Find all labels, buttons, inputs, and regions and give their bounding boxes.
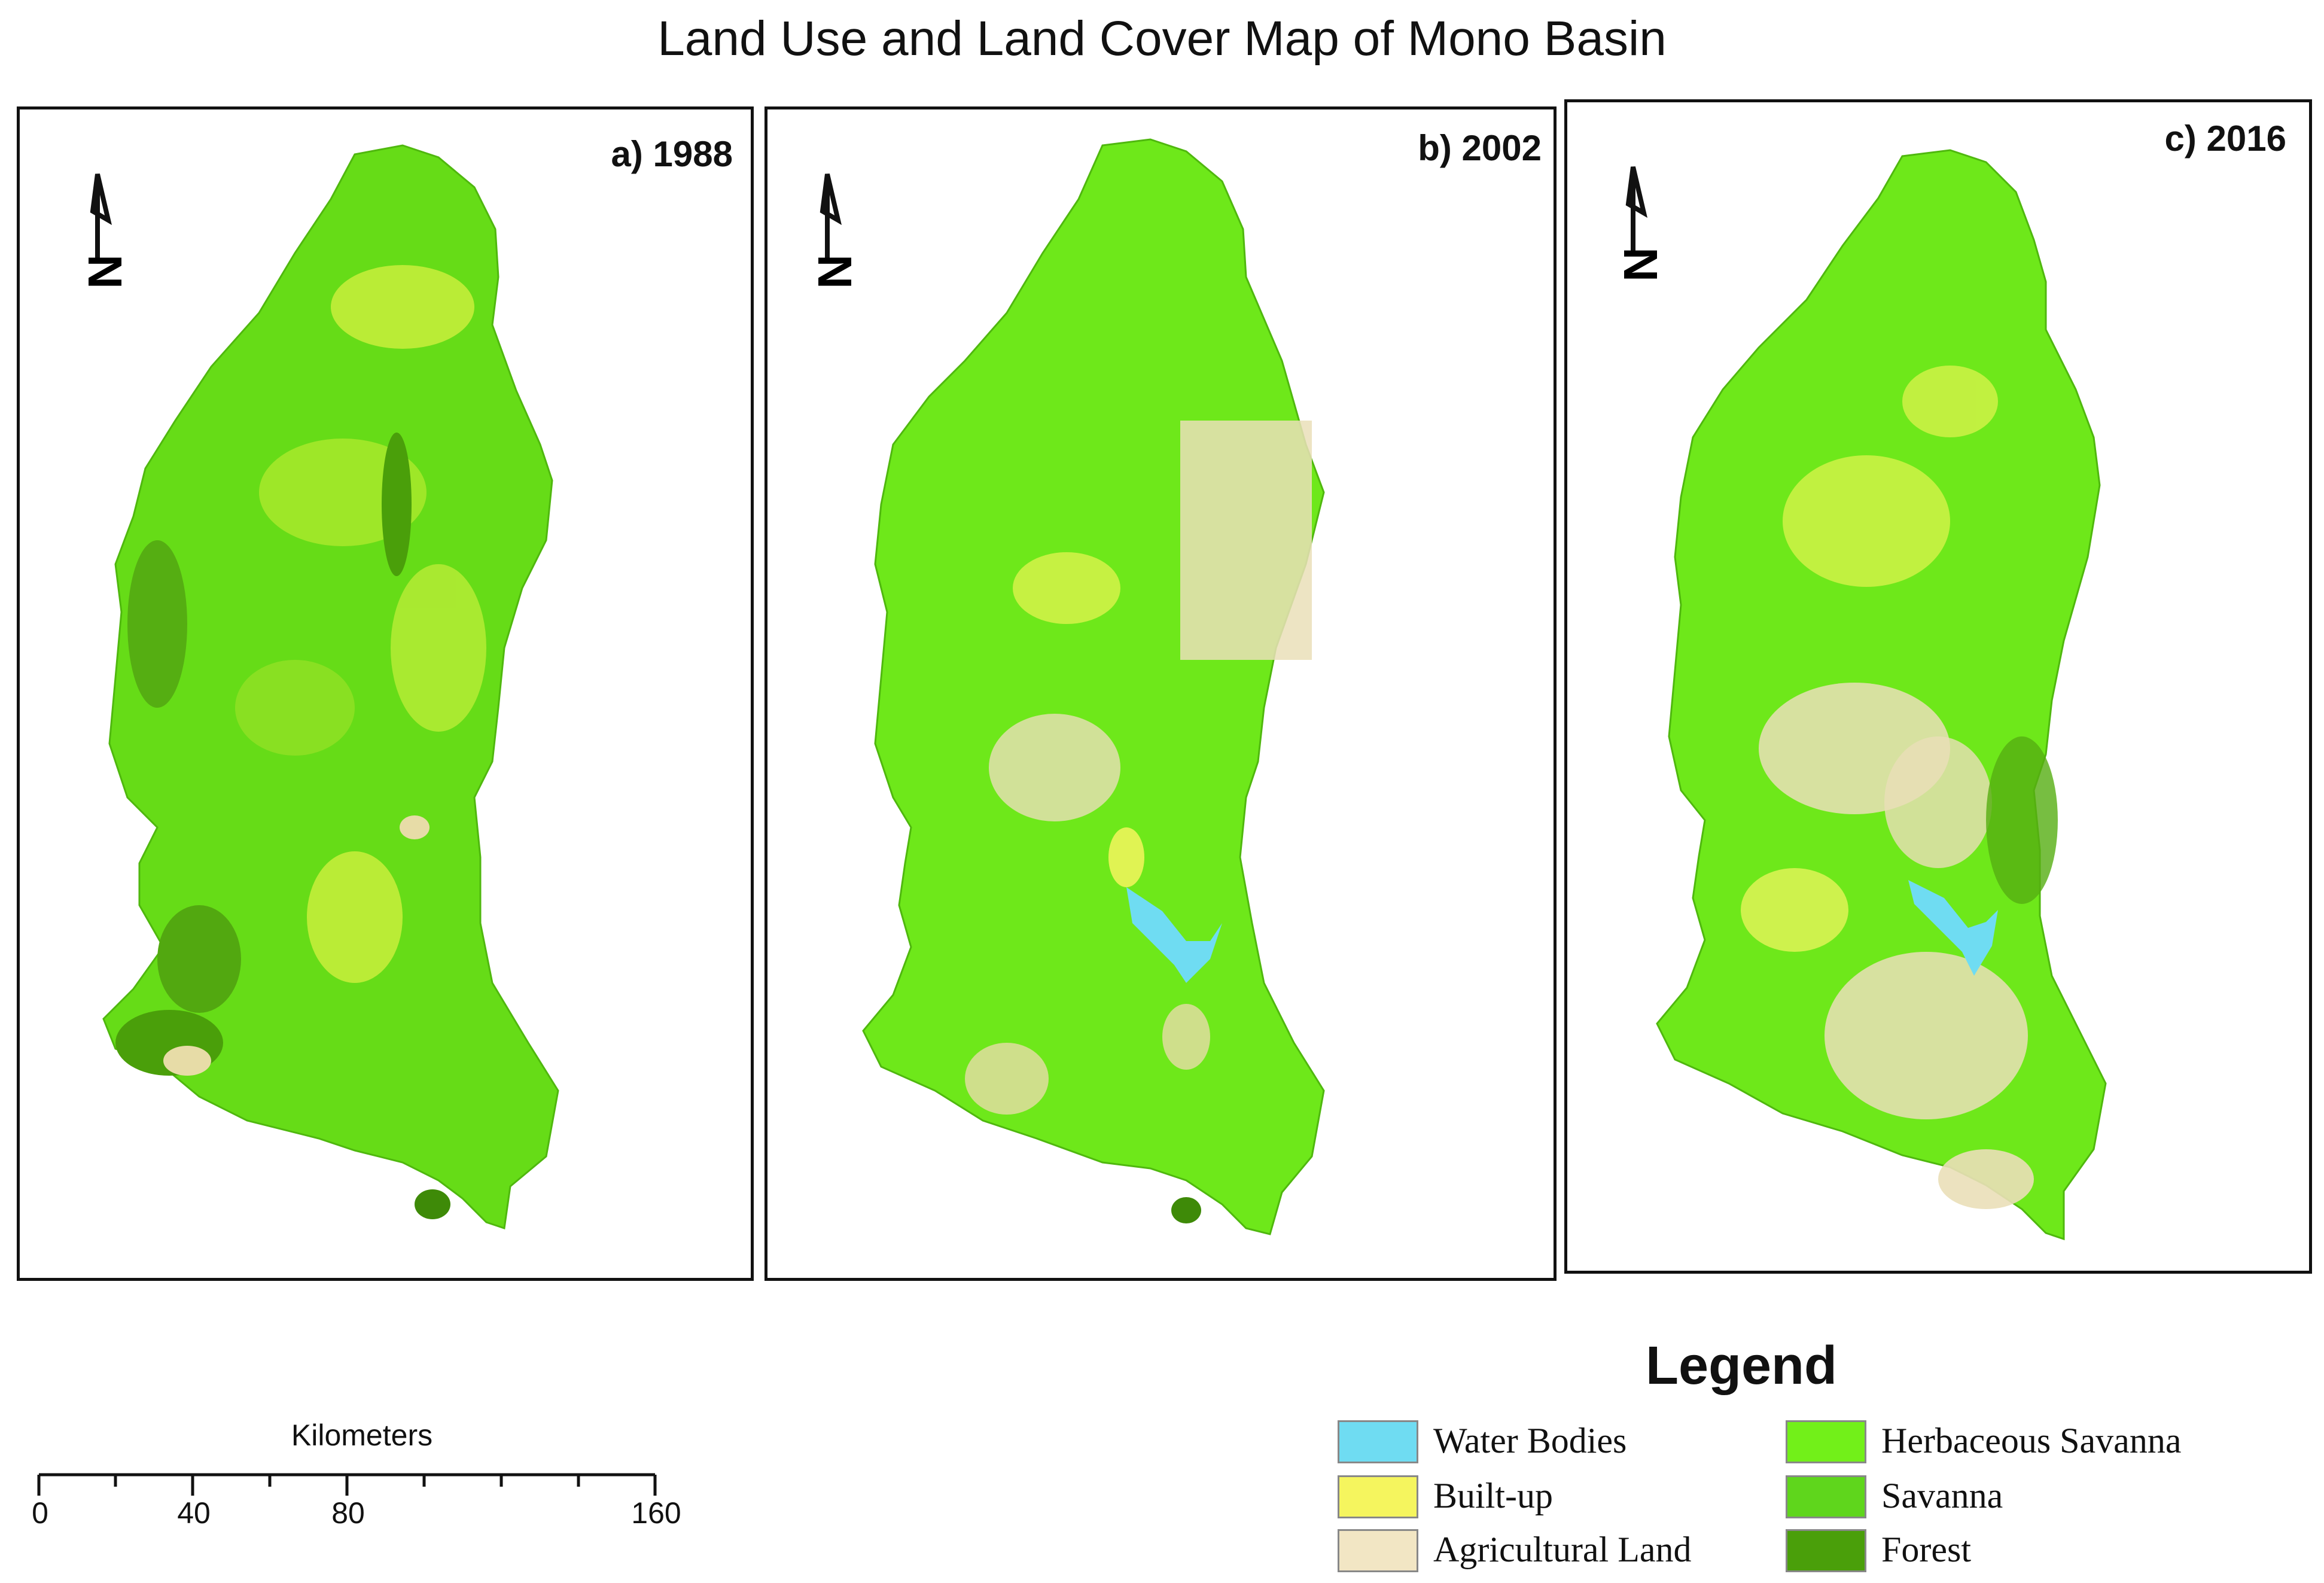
scale-tick-label: 80: [331, 1496, 365, 1530]
map-panel-2016: N c) 2016: [1564, 99, 2312, 1274]
legend-swatch: [1338, 1475, 1418, 1518]
north-arrow: N: [78, 173, 132, 289]
map-panel-2002: N b) 2002: [764, 106, 1557, 1281]
legend-swatch: [1786, 1529, 1866, 1572]
scale-ruler: [37, 1473, 657, 1496]
legend-title: Legend: [1646, 1336, 1838, 1396]
builtup-patches: [1741, 366, 1998, 952]
legend-label: Forest: [1881, 1530, 1971, 1569]
builtup-patches: [1013, 552, 1144, 887]
scale-bar: Kilometers 0 40 80 160: [32, 1418, 691, 1538]
basin-map-2002: N: [808, 138, 1325, 1235]
north-label: N: [1614, 247, 1667, 282]
legend-swatch: [1786, 1420, 1866, 1463]
scale-tick-label: 0: [32, 1496, 48, 1530]
forest-patch: [1986, 736, 2058, 904]
agricultural-patches: [965, 421, 1312, 1115]
legend-label: Savanna: [1881, 1476, 2003, 1515]
basin-shape: [862, 138, 1325, 1235]
basin-map-2016: N: [1614, 149, 2107, 1241]
panel-label-2016: c) 2016: [2164, 118, 2287, 159]
legend-swatch: [1338, 1420, 1418, 1463]
legend-label: Agricultural Land: [1433, 1530, 1692, 1569]
north-arrow: N: [1614, 166, 1667, 282]
legend-swatch: [1338, 1529, 1418, 1572]
forest-patch: [1171, 1197, 1201, 1223]
panel-label-2002: b) 2002: [1418, 128, 1542, 168]
scale-tick-label: 160: [631, 1496, 681, 1530]
map-panel-1988: N a) 1988: [17, 106, 754, 1281]
basin-map-1988: N: [78, 144, 559, 1229]
reservoir: [1908, 880, 1998, 976]
north-label: N: [78, 254, 132, 289]
map-title: Land Use and Land Cover Map of Mono Basi…: [657, 11, 1667, 66]
north-label: N: [808, 254, 861, 289]
agricultural-patches: [1759, 683, 2034, 1209]
reservoir: [1126, 887, 1222, 983]
north-arrow: N: [808, 173, 861, 289]
scale-tick-label: 40: [177, 1496, 211, 1530]
agricultural-patches: [163, 815, 430, 1076]
panel-label-1988: a) 1988: [611, 134, 733, 174]
scale-title: Kilometers: [291, 1418, 433, 1452]
legend-swatch: [1786, 1475, 1866, 1518]
legend-label: Water Bodies: [1433, 1421, 1627, 1460]
legend-label: Built-up: [1433, 1476, 1554, 1515]
legend-label: Herbaceous Savanna: [1881, 1421, 2182, 1460]
